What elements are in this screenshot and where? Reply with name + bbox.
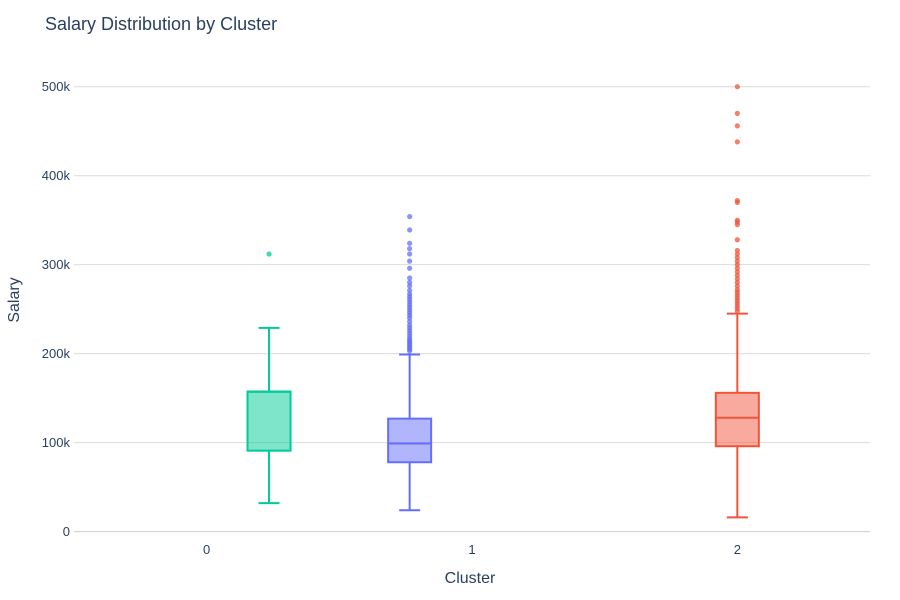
outlier-point: [734, 286, 740, 293]
outlier-point: [734, 217, 740, 223]
box-cluster-2: [714, 84, 760, 519]
grid-layer: [74, 86, 870, 533]
box-layer: [246, 84, 760, 519]
box-cluster-1: [387, 214, 433, 512]
outlier-point: [734, 84, 740, 90]
outlier-point: [734, 272, 740, 278]
outlier-point: [734, 269, 740, 275]
y-tick-label: 100k: [42, 435, 71, 450]
y-axis-title: Salary: [6, 277, 23, 322]
outlier-point: [407, 258, 413, 264]
outlier-point: [407, 275, 413, 281]
y-tick-label: 200k: [42, 346, 71, 361]
outlier-point: [734, 139, 740, 145]
outlier-point: [407, 291, 413, 297]
outlier-point: [407, 240, 413, 246]
outlier-point: [407, 279, 413, 286]
outlier-point: [734, 198, 740, 204]
outlier-point: [266, 251, 272, 257]
outlier-point: [734, 254, 740, 261]
y-tick-label: 400k: [42, 168, 71, 183]
outlier-point: [734, 258, 740, 264]
outlier-point: [407, 287, 413, 294]
outlier-point: [407, 319, 413, 325]
outlier-point: [734, 123, 740, 129]
x-tick-label: 0: [203, 542, 210, 557]
outlier-point: [407, 246, 413, 252]
x-tick-label: 2: [734, 542, 741, 557]
outlier-point: [407, 251, 413, 257]
outlier-point: [734, 262, 740, 268]
outlier-point: [734, 251, 740, 257]
iqr-box: [714, 391, 760, 448]
outlier-point: [734, 279, 740, 286]
y-tick-label: 0: [63, 524, 70, 539]
y-tick-label: 300k: [42, 257, 71, 272]
outlier-point: [734, 110, 740, 116]
box-cluster-0: [246, 251, 292, 505]
y-tick-labels: 0 100k 200k 300k 400k 500k: [42, 79, 71, 539]
x-axis-title: Cluster: [445, 570, 496, 587]
x-tick-label: 1: [468, 542, 475, 557]
outlier-point: [734, 276, 740, 282]
outlier-point: [734, 247, 740, 254]
outlier-point: [407, 322, 413, 328]
y-tick-label: 500k: [42, 79, 71, 94]
outlier-point: [734, 265, 740, 271]
chart-title: Salary Distribution by Cluster: [45, 14, 277, 34]
outlier-point: [407, 283, 413, 289]
outlier-point: [407, 227, 413, 233]
outlier-point: [734, 283, 740, 289]
outlier-point: [407, 214, 413, 220]
iqr-box: [246, 390, 292, 452]
outlier-point: [407, 265, 413, 271]
outlier-point: [734, 237, 740, 243]
x-tick-labels: 0 1 2: [203, 542, 741, 557]
iqr-box: [387, 417, 433, 464]
